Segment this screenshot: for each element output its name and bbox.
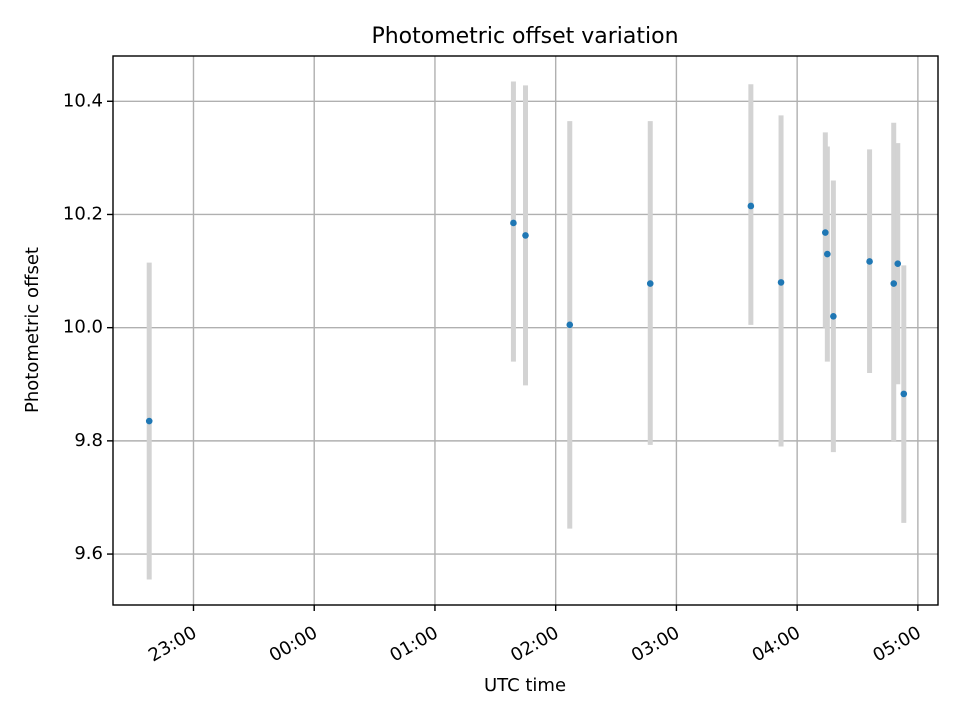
- data-point: [822, 229, 829, 236]
- y-tick-label: 9.6: [74, 543, 103, 564]
- x-tick-label: 05:00: [869, 622, 924, 666]
- data-point: [890, 280, 898, 287]
- x-tick-label: 01:00: [386, 622, 441, 666]
- error-bars: [146, 81, 907, 580]
- data-point: [646, 280, 654, 287]
- x-tick-label: 23:00: [145, 622, 200, 666]
- data-point: [824, 250, 831, 258]
- y-tick-label: 10.4: [63, 90, 103, 111]
- x-tick-label: 00:00: [266, 622, 321, 666]
- x-axis-ticks: 23:00 00:00 01:00 02:00 03:00 04:00 05:00: [145, 605, 925, 666]
- x-tick-label: 02:00: [507, 622, 562, 666]
- y-tick-label: 10.2: [63, 203, 103, 224]
- x-axis-label: UTC time: [484, 675, 566, 696]
- x-tick-label: 03:00: [628, 622, 683, 666]
- data-point: [522, 232, 529, 239]
- data-point: [830, 313, 837, 320]
- x-tick-label: 04:00: [749, 622, 804, 666]
- plot-area-frame: [112, 55, 939, 606]
- grid: [113, 56, 938, 605]
- data-point: [510, 219, 517, 227]
- data-point: [145, 417, 153, 425]
- data-point: [866, 258, 873, 265]
- chart-title: Photometric offset variation: [371, 24, 678, 49]
- data-point: [900, 390, 908, 398]
- y-tick-label: 9.8: [74, 430, 103, 451]
- data-point: [566, 321, 574, 329]
- y-axis-ticks: 9.6 9.8 10.0 10.2 10.4: [63, 90, 113, 564]
- data-point: [894, 260, 902, 268]
- y-tick-label: 10.0: [63, 317, 103, 338]
- data-points: [145, 202, 908, 425]
- data-point: [777, 279, 785, 286]
- y-axis-label: Photometric offset: [22, 247, 43, 413]
- data-point: [747, 202, 755, 210]
